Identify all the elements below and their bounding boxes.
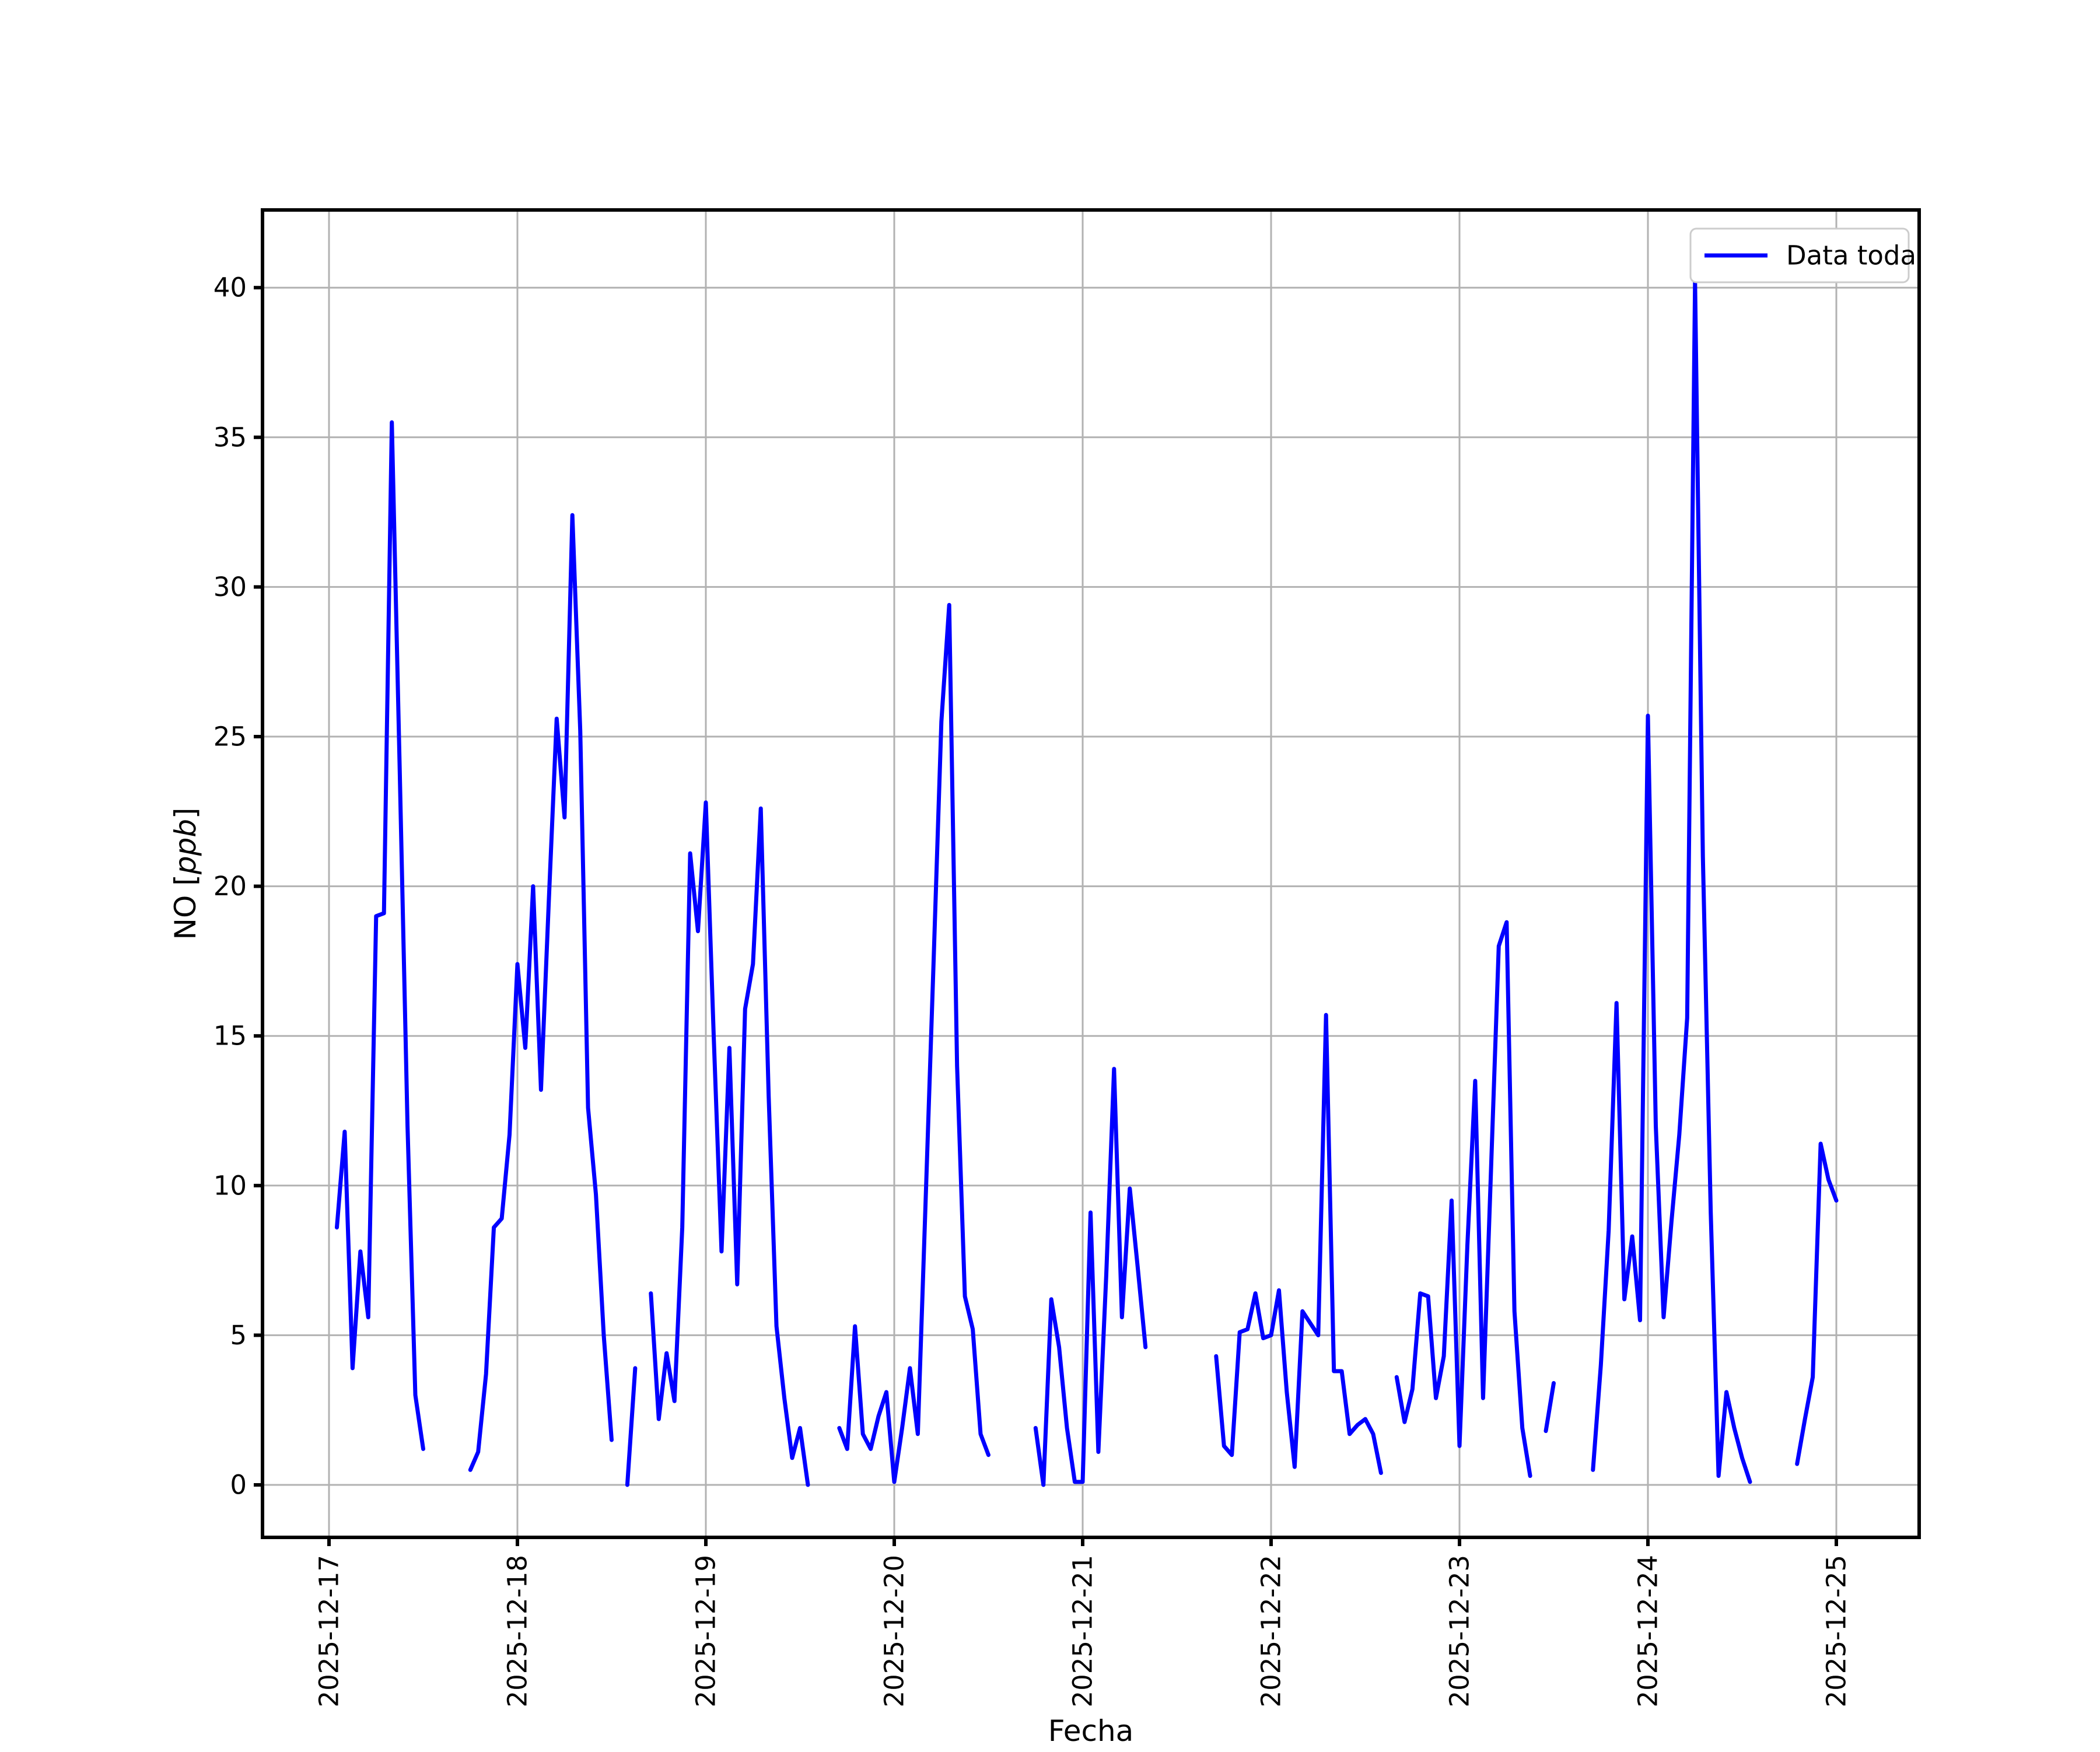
data-series-line (335, 279, 1839, 1487)
y-tick-label: 10 (214, 1170, 247, 1201)
x-tick-label: 2025-12-21 (1068, 1555, 1098, 1708)
y-axis-label-math: ppb (169, 819, 202, 875)
y-tick-label: 40 (214, 272, 247, 303)
x-tick-label: 2025-12-25 (1821, 1555, 1852, 1708)
x-tick-label: 2025-12-18 (502, 1555, 533, 1708)
x-tick-label: 2025-12-22 (1256, 1555, 1287, 1708)
x-axis-label: Fecha (1048, 1714, 1134, 1748)
axis-ticks (254, 286, 1838, 1546)
y-axis-label-prefix: NO [ (169, 874, 202, 940)
y-axis-label: NO [ppb] (169, 808, 202, 940)
x-tick-label: 2025-12-19 (691, 1555, 722, 1708)
legend-box (1689, 227, 1910, 283)
series-path-data-toda (335, 279, 1839, 1487)
x-tick-label: 2025-12-23 (1444, 1555, 1475, 1708)
y-tick-labels: 0 5 10 15 20 25 30 35 40 (214, 272, 247, 1501)
axes-spines (261, 208, 1921, 1539)
x-tick-label: 2025-12-24 (1633, 1555, 1664, 1708)
x-tick-label: 2025-12-20 (879, 1555, 910, 1708)
y-tick-label: 15 (214, 1021, 247, 1052)
plot-area (262, 210, 1919, 1537)
x-tick-labels: 2025-12-17 2025-12-18 2025-12-19 2025-12-20… (314, 1555, 1852, 1708)
legend-label: Data toda (1786, 240, 1916, 271)
y-tick-label: 25 (214, 721, 247, 752)
y-tick-label: 35 (214, 422, 247, 453)
y-tick-label: 0 (230, 1470, 247, 1501)
legend[interactable]: Data toda (1689, 227, 1916, 283)
y-tick-label: 30 (214, 572, 247, 602)
y-tick-label: 5 (230, 1320, 247, 1351)
grid-lines (262, 210, 1919, 1537)
y-axis-label-suffix: ] (169, 808, 202, 819)
y-tick-label: 20 (214, 871, 247, 902)
x-tick-label: 2025-12-17 (314, 1555, 345, 1708)
